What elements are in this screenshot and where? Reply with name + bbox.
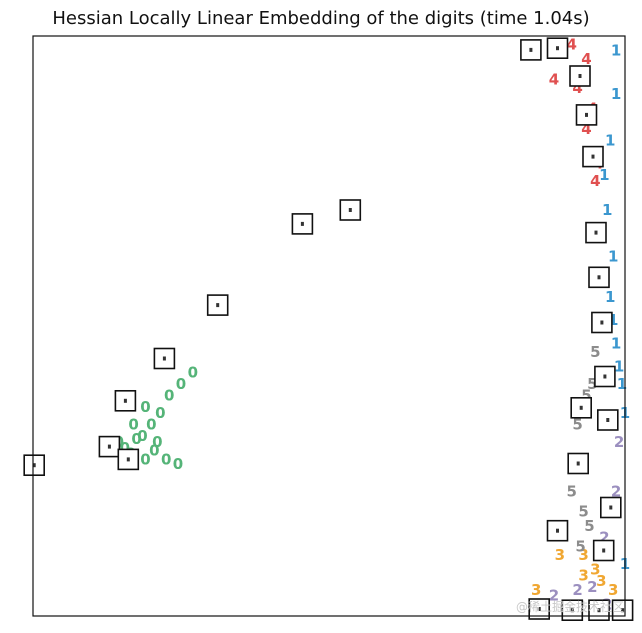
data-point-digit-0: 0 [188, 363, 198, 381]
digit-image-glyph [107, 444, 111, 449]
data-point-digit-1: 1 [611, 42, 621, 60]
data-point-digit-3: 3 [531, 581, 541, 599]
data-point-digit-5: 5 [584, 517, 594, 535]
data-point-digit-0: 0 [131, 430, 141, 448]
data-point-digit-5: 5 [566, 482, 576, 500]
data-point-digit-3: 3 [608, 581, 618, 599]
data-point-digit-4: 4 [590, 172, 600, 190]
digit-image-glyph [609, 505, 613, 510]
data-point-digit-5: 5 [587, 375, 597, 393]
digit-image-glyph [556, 46, 559, 51]
data-point-digit-2: 2 [549, 587, 559, 605]
digit-image-glyph [602, 548, 606, 553]
data-point-digit-0: 0 [164, 387, 174, 405]
data-point-digit-0: 0 [152, 433, 162, 451]
scatter-marks: 0000000000000000001111111111111222222233… [23, 36, 634, 622]
data-point-digit-4: 4 [581, 50, 591, 68]
data-point-digit-4: 4 [566, 36, 576, 54]
data-point-digit-1: 1 [611, 85, 621, 103]
data-point-digit-0: 0 [128, 416, 138, 434]
digit-image-glyph [529, 47, 533, 52]
data-point-digit-2: 2 [599, 529, 609, 547]
data-point-digit-1: 1 [605, 288, 615, 306]
data-point-digit-2: 2 [572, 581, 582, 599]
data-point-digit-5: 5 [578, 503, 588, 521]
data-point-digit-1: 1 [608, 311, 618, 329]
data-point-digit-1: 1 [608, 247, 618, 265]
data-point-digit-2: 2 [614, 433, 624, 451]
digit-image-glyph [597, 608, 601, 613]
data-point-digit-2: 2 [587, 578, 597, 596]
digit-image-glyph [537, 607, 541, 611]
data-point-digit-0: 0 [140, 450, 150, 468]
digit-image-glyph [348, 208, 352, 212]
data-point-digit-4: 4 [581, 120, 591, 138]
data-point-digit-0: 0 [173, 455, 183, 473]
digit-image-glyph [597, 275, 601, 280]
data-point-digit-0: 0 [155, 404, 165, 422]
data-point-digit-3: 3 [578, 566, 588, 584]
digit-image-glyph [556, 528, 559, 533]
digit-image-glyph [216, 303, 220, 308]
data-point-digit-3: 3 [596, 572, 606, 590]
digit-image-glyph [32, 463, 36, 468]
watermark: @稀土掘金技术社区 [515, 600, 624, 614]
data-point-digit-1: 1 [602, 201, 612, 219]
chart-title: Hessian Locally Linear Embedding of the … [52, 8, 590, 29]
digit-image-glyph [606, 418, 610, 422]
data-point-digit-4: 4 [572, 79, 582, 97]
data-point-digit-0: 0 [146, 416, 156, 434]
plot-frame [32, 35, 626, 617]
data-point-digit-5: 5 [572, 416, 582, 434]
digit-image-glyph [578, 74, 582, 78]
data-point-digit-1: 1 [605, 131, 615, 149]
data-point-digit-5: 5 [590, 343, 600, 361]
digit-image-glyph [594, 230, 598, 235]
digit-image-glyph [576, 461, 580, 466]
data-point-digit-3: 3 [555, 546, 565, 564]
data-point-digit-1: 1 [617, 375, 627, 393]
data-point-digit-3: 3 [578, 546, 588, 564]
data-point-digit-3: 3 [590, 561, 600, 579]
digit-image-glyph [585, 112, 588, 117]
data-point-digit-0: 0 [149, 442, 159, 460]
digit-image-glyph [579, 405, 583, 410]
data-point-digit-5: 5 [575, 537, 585, 555]
digit-image-glyph [621, 608, 625, 613]
data-point-digit-1: 1 [611, 334, 621, 352]
data-point-digit-1: 1 [599, 166, 609, 184]
data-point-digit-4: 4 [549, 71, 559, 89]
data-point-digit-0: 0 [137, 427, 147, 445]
digit-image-glyph [570, 608, 574, 613]
digit-image-glyph [603, 374, 607, 379]
data-point-digit-0: 0 [140, 398, 150, 416]
digit-image-glyph [591, 154, 595, 159]
digit-image-glyph [300, 221, 304, 226]
data-point-digit-0: 0 [161, 450, 171, 468]
digit-image-glyph [123, 398, 127, 403]
data-point-digit-5: 5 [581, 387, 591, 405]
digit-image-glyph [600, 320, 604, 325]
data-point-digit-0: 0 [120, 439, 130, 457]
digit-image-glyph [126, 457, 130, 462]
data-point-digit-0: 0 [176, 375, 186, 393]
digit-image-glyph [162, 356, 166, 361]
data-point-digit-2: 2 [611, 482, 621, 500]
data-point-digit-1: 1 [614, 358, 624, 376]
